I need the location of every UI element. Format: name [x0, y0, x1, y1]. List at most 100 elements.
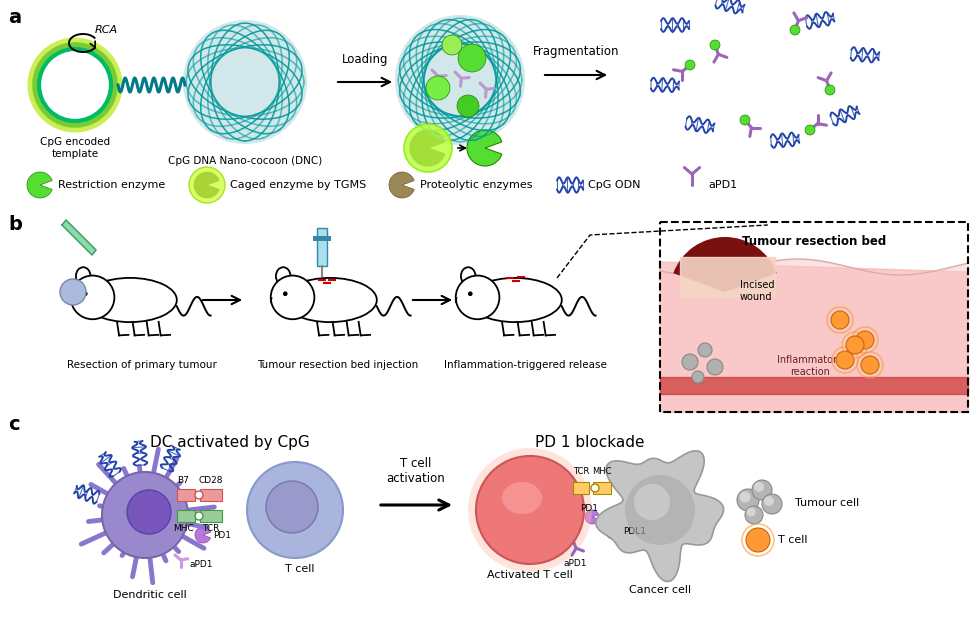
Circle shape — [752, 480, 772, 500]
Bar — [313, 236, 331, 241]
Text: T cell: T cell — [778, 535, 808, 545]
Text: Resection of primary tumour: Resection of primary tumour — [67, 360, 217, 370]
Bar — [573, 482, 589, 494]
Text: Loading: Loading — [342, 53, 388, 66]
Circle shape — [70, 276, 114, 319]
Text: PD1: PD1 — [580, 504, 598, 513]
Circle shape — [682, 354, 698, 370]
Ellipse shape — [468, 278, 562, 322]
Wedge shape — [585, 510, 599, 524]
Circle shape — [692, 371, 704, 383]
Text: Activated T cell: Activated T cell — [488, 570, 573, 580]
Circle shape — [737, 489, 759, 511]
Text: MHC: MHC — [173, 524, 193, 533]
Circle shape — [457, 95, 479, 117]
Wedge shape — [467, 130, 502, 166]
Polygon shape — [62, 220, 96, 255]
Circle shape — [442, 35, 462, 55]
Circle shape — [805, 125, 815, 135]
Circle shape — [856, 331, 874, 349]
Circle shape — [685, 60, 695, 70]
Circle shape — [183, 20, 307, 144]
Text: Tumour resection bed injection: Tumour resection bed injection — [257, 360, 418, 370]
Polygon shape — [660, 262, 968, 412]
Circle shape — [746, 528, 770, 552]
Circle shape — [762, 494, 782, 514]
Circle shape — [846, 336, 864, 354]
Circle shape — [426, 76, 450, 100]
Text: TCR: TCR — [573, 467, 589, 476]
Text: TCR: TCR — [202, 524, 220, 533]
Text: T cell
activation: T cell activation — [387, 457, 446, 485]
Text: Inflammation-triggered release: Inflammation-triggered release — [444, 360, 607, 370]
Text: PDL1: PDL1 — [623, 528, 646, 537]
Text: PD 1 blockade: PD 1 blockade — [535, 435, 645, 450]
Text: b: b — [8, 215, 21, 234]
Wedge shape — [195, 527, 210, 543]
Text: a: a — [8, 8, 21, 27]
Text: RCA: RCA — [95, 25, 118, 35]
Circle shape — [127, 490, 171, 534]
Circle shape — [831, 311, 849, 329]
Circle shape — [404, 124, 452, 172]
Circle shape — [195, 512, 203, 520]
Circle shape — [455, 276, 499, 319]
Polygon shape — [596, 451, 724, 581]
Text: B7: B7 — [177, 476, 189, 485]
Wedge shape — [673, 237, 777, 292]
Ellipse shape — [461, 267, 476, 285]
Circle shape — [60, 279, 86, 305]
Bar — [317, 228, 327, 266]
Text: DC activated by CpG: DC activated by CpG — [150, 435, 310, 450]
Text: Inflammatory
reaction: Inflammatory reaction — [777, 355, 843, 376]
Text: Restriction enzyme: Restriction enzyme — [58, 180, 165, 190]
Circle shape — [710, 40, 720, 50]
Circle shape — [83, 291, 88, 296]
Circle shape — [836, 351, 854, 369]
Text: Cancer cell: Cancer cell — [629, 585, 691, 595]
Circle shape — [195, 491, 203, 499]
Wedge shape — [27, 172, 52, 198]
Circle shape — [283, 291, 287, 296]
Text: Dendritic cell: Dendritic cell — [113, 590, 187, 600]
Wedge shape — [410, 130, 445, 166]
Circle shape — [458, 44, 486, 72]
Text: CpG ODN: CpG ODN — [588, 180, 641, 190]
Text: Tumour resection bed: Tumour resection bed — [742, 235, 886, 248]
Circle shape — [189, 167, 225, 203]
Wedge shape — [194, 172, 219, 198]
Circle shape — [746, 508, 755, 516]
Circle shape — [707, 359, 723, 375]
Ellipse shape — [502, 482, 542, 514]
Circle shape — [754, 482, 764, 492]
Ellipse shape — [276, 267, 290, 285]
Circle shape — [468, 448, 592, 572]
Text: aPD1: aPD1 — [708, 180, 737, 190]
Text: MHC: MHC — [592, 467, 612, 476]
Text: aPD1: aPD1 — [190, 560, 214, 569]
Circle shape — [591, 484, 599, 492]
Circle shape — [698, 343, 712, 357]
Wedge shape — [607, 525, 620, 539]
Bar — [200, 489, 222, 501]
Circle shape — [740, 492, 750, 502]
Ellipse shape — [76, 267, 91, 285]
Text: CpG DNA Nano-cocoon (DNC): CpG DNA Nano-cocoon (DNC) — [168, 156, 322, 166]
Text: PD1: PD1 — [213, 531, 231, 539]
Circle shape — [634, 484, 670, 520]
Circle shape — [790, 25, 800, 35]
Ellipse shape — [83, 278, 177, 322]
Circle shape — [247, 462, 343, 558]
Text: Incised
wound: Incised wound — [740, 280, 775, 302]
Text: aPD1: aPD1 — [564, 559, 587, 568]
Bar — [177, 489, 195, 501]
Text: Proteolytic enzymes: Proteolytic enzymes — [420, 180, 532, 190]
Circle shape — [102, 472, 188, 558]
Wedge shape — [389, 172, 414, 198]
Text: c: c — [8, 415, 20, 434]
Circle shape — [745, 506, 763, 524]
Circle shape — [266, 481, 318, 533]
Bar — [177, 510, 195, 522]
Circle shape — [825, 85, 835, 95]
Circle shape — [476, 456, 584, 564]
